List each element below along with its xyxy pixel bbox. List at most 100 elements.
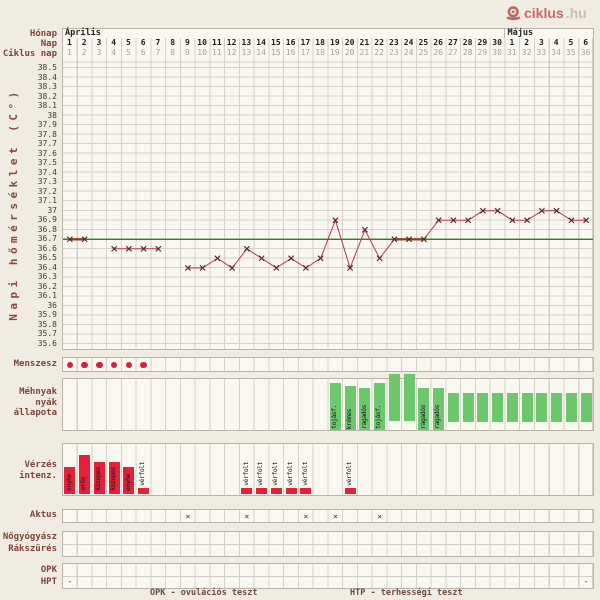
day-number-cell: 22 — [374, 38, 384, 47]
bleeding-bar-label: enyhe — [64, 473, 73, 491]
y-axis-tick-label: 37.6 — [37, 148, 57, 158]
mucus-bar — [403, 374, 415, 421]
y-axis-tick-label: 35.7 — [37, 329, 57, 339]
temperature-point-marker — [243, 245, 250, 252]
cycle-day-number-cell: 33 — [536, 48, 547, 57]
day-number-cell: 20 — [344, 38, 355, 47]
menses-row — [62, 357, 594, 372]
bleeding-bar — [108, 462, 120, 494]
day-number-cell: 1 — [66, 38, 72, 47]
cycle-day-number-cell: 11 — [212, 48, 222, 57]
mucus-bar-label: tojásf. — [330, 405, 339, 429]
gynecologist-screening-section — [62, 531, 594, 557]
temperature-point-marker — [140, 245, 147, 252]
mucus-bar — [388, 374, 400, 421]
menses-dot — [96, 361, 103, 368]
mucus-bar — [359, 388, 371, 430]
cycle-day-number-cell: 6 — [140, 48, 146, 57]
legend-hpt: HTP - terhességi teszt — [350, 588, 463, 598]
mucus-bar-label: krémes — [344, 408, 353, 429]
cycle-day-number-cell: 29 — [477, 48, 488, 57]
y-axis-tick-label: 37.1 — [37, 196, 57, 206]
intercourse-mark: × — [332, 512, 338, 521]
temperature-chart-area — [62, 58, 594, 350]
mucus-bar — [374, 383, 386, 430]
cycle-day-number-cell: 10 — [197, 48, 207, 57]
cycle-day-number-cell: 8 — [170, 48, 176, 57]
bleeding-intensity-section — [62, 443, 594, 496]
y-axis-tick-label: 38 — [47, 110, 57, 120]
cycle-day-number-cell: 21 — [359, 48, 370, 57]
cycle-day-row-label: Ciklus nap — [2, 49, 57, 59]
day-number-cell: 30 — [492, 38, 502, 47]
intercourse-row — [62, 509, 594, 523]
cycle-day-number-cell: 12 — [226, 48, 237, 57]
temperature-point-marker — [538, 207, 545, 214]
y-axis-tick-label: 38.3 — [37, 82, 57, 92]
bleeding-bar-label: vérfolt — [300, 462, 309, 486]
day-number-cell: 3 — [96, 38, 102, 47]
temperature-point-marker — [258, 255, 265, 262]
cycle-day-number-cell: 1 — [66, 48, 72, 57]
day-number-cell: 25 — [418, 38, 429, 47]
cycle-day-number-cell: 32 — [521, 48, 532, 57]
day-number-cell: 2 — [81, 38, 87, 47]
y-axis-tick-label: 36.2 — [37, 281, 57, 291]
day-number-cell: 6 — [140, 38, 146, 47]
mucus-bar — [477, 393, 489, 422]
day-number-cell: 4 — [111, 38, 117, 47]
cycle-day-number-cell: 16 — [285, 48, 296, 57]
y-axis-tick-label: 36.9 — [37, 215, 57, 225]
day-number-cell: 3 — [538, 38, 544, 47]
site-logo[interactable]: ciklus .hu — [505, 5, 587, 21]
day-number-cell: 28 — [462, 38, 473, 47]
bleeding-bar — [123, 467, 135, 494]
day-number-cell: 26 — [433, 38, 443, 47]
cycle-day-number-cell: 35 — [566, 48, 576, 57]
mucus-bar-label: ragadós — [418, 405, 427, 429]
hpt-result-mark: - — [67, 577, 73, 587]
mucus-bar — [565, 393, 577, 422]
mucus-bar — [329, 383, 341, 430]
temperature-point-marker — [332, 217, 339, 224]
hpt-row-label: HPT — [40, 577, 57, 587]
mucus-bar — [521, 393, 533, 422]
y-axis-tick-label: 36.3 — [37, 272, 57, 282]
temperature-point-marker — [302, 264, 309, 271]
month-cell: Május — [507, 28, 534, 38]
month-row-label: Hónap — [29, 29, 57, 39]
intercourse-row-label: Aktus — [29, 510, 57, 520]
temperature-point-marker — [479, 207, 486, 214]
y-axis-tick-label: 37.7 — [37, 139, 57, 149]
mucus-bar — [580, 393, 592, 422]
day-number-cell: 14 — [256, 38, 266, 47]
day-number-cell: 19 — [330, 38, 340, 47]
y-axis-tick-label: 38.1 — [37, 101, 57, 111]
temperature-point-marker — [553, 207, 560, 214]
cycle-day-number-cell: 24 — [403, 48, 414, 57]
temperature-point-marker — [524, 217, 531, 224]
temperature-point-marker — [288, 255, 295, 262]
bleeding-bar — [285, 488, 297, 494]
month-cell: Április — [62, 29, 505, 38]
y-axis-tick-label: 36.4 — [37, 262, 57, 272]
mucus-bar — [551, 393, 563, 422]
logo-domain-suffix: .hu — [565, 5, 587, 21]
mucus-bar-label: tojásf. — [374, 405, 383, 429]
mucus-bar — [462, 393, 474, 422]
day-number-cell: 21 — [359, 38, 370, 47]
bleeding-bar-label: vérfolt — [271, 462, 280, 486]
day-number-cell: 11 — [212, 38, 222, 47]
day-number-cell: 9 — [184, 38, 190, 47]
cycle-day-number-cell: 19 — [330, 48, 340, 57]
y-axis-tick-label: 36 — [47, 300, 57, 310]
bleeding-bar — [138, 488, 150, 494]
menses-dot — [110, 361, 118, 368]
cycle-day-number-cell: 5 — [125, 48, 131, 57]
day-number-cell: 1 — [509, 38, 515, 47]
cycle-day-number-cell: 18 — [315, 48, 325, 57]
row-divider — [63, 576, 593, 577]
temperature-point-marker — [81, 236, 88, 243]
temperature-point-marker — [184, 264, 191, 271]
